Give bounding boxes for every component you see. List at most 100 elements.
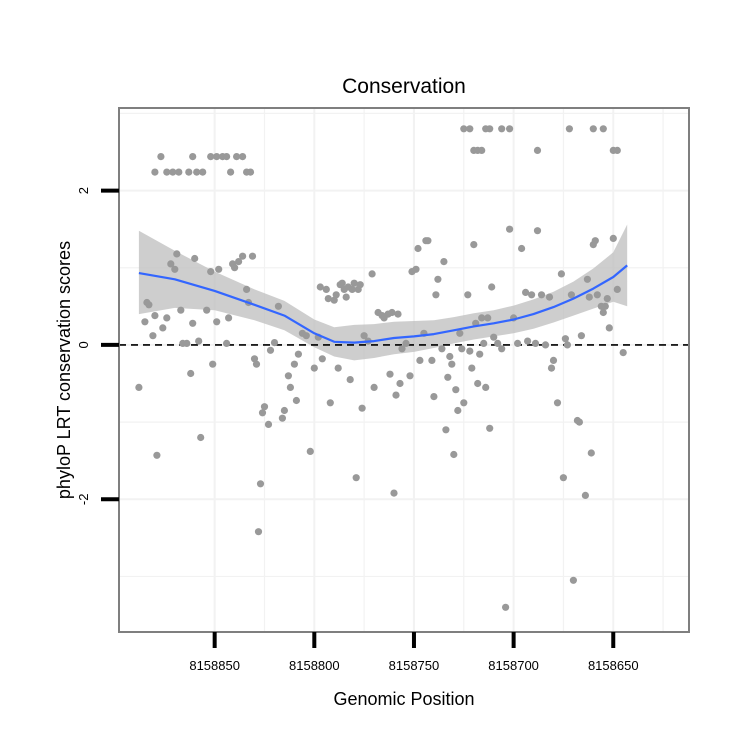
scatter-point: [284, 372, 292, 380]
scatter-point: [442, 426, 450, 434]
scatter-point: [141, 318, 149, 326]
scatter-point: [250, 355, 259, 363]
x-tick-label: 8158650: [588, 658, 639, 673]
scatter-point: [476, 350, 484, 358]
scatter-point: [368, 270, 376, 278]
scatter-point: [518, 244, 526, 253]
scatter-point: [581, 491, 590, 499]
scatter-point: [460, 399, 468, 407]
x-axis-title: Genomic Position: [333, 689, 474, 709]
scatter-point: [563, 341, 572, 349]
scatter-point: [528, 291, 536, 299]
scatter-point: [396, 379, 404, 388]
scatter-point: [486, 125, 494, 133]
scatter-point: [145, 301, 153, 309]
scatter-point: [428, 356, 436, 364]
scatter-point: [577, 332, 586, 340]
scatter-point: [318, 355, 326, 363]
scatter-point: [346, 376, 354, 384]
scatter-point: [231, 264, 239, 272]
scatter-point: [199, 168, 207, 176]
scatter-point: [310, 364, 318, 372]
scatter-point: [583, 275, 592, 283]
scatter-point: [235, 258, 243, 266]
scatter-point: [324, 295, 332, 303]
y-axis-title: phyloP LRT conservation scores: [54, 241, 74, 499]
scatter-point: [187, 369, 195, 378]
scatter-point: [482, 383, 490, 391]
scatter-point: [460, 125, 468, 133]
scatter-point: [191, 254, 199, 263]
scatter-point: [490, 333, 498, 341]
scatter-point: [193, 168, 201, 176]
scatter-point: [390, 489, 398, 497]
scatter-point: [195, 337, 203, 345]
scatter-point: [605, 324, 613, 332]
scatter-point: [609, 234, 617, 242]
scatter-point: [135, 383, 143, 391]
scatter-point: [567, 291, 576, 299]
scatter-point: [286, 383, 294, 391]
scatter-point: [306, 447, 314, 455]
x-axis: 8158850 8158800 8158750 8158700 8158650: [189, 632, 639, 673]
y-tick-label: -2: [76, 494, 91, 506]
scatter-point: [599, 308, 607, 317]
scatter-point: [593, 291, 601, 299]
smooth-line: [138, 264, 628, 344]
scatter-point: [167, 260, 175, 268]
scatter-point: [171, 265, 179, 273]
scatter-point: [233, 153, 241, 161]
scatter-point: [432, 291, 440, 299]
scatter-point: [264, 420, 273, 428]
scatter-point: [452, 386, 460, 394]
scatter-point: [561, 335, 570, 343]
scatter-point: [430, 393, 438, 401]
scatter-point: [157, 153, 165, 161]
chart-title: Conservation: [342, 75, 466, 98]
scatter-point: [619, 349, 627, 357]
scatter-point: [486, 424, 494, 432]
scatter-point: [601, 302, 609, 310]
scatter-point: [213, 153, 221, 161]
scatter-point: [356, 281, 364, 289]
scatter-point: [243, 285, 251, 293]
scatter-point: [545, 293, 554, 301]
scatter-point: [398, 345, 406, 353]
scatter-point: [151, 312, 159, 320]
scatter-point: [173, 250, 181, 258]
scatter-point: [326, 399, 334, 407]
y-axis: -2 0 2: [76, 187, 119, 505]
scatter-point: [278, 414, 286, 422]
scatter-point: [533, 146, 542, 154]
confidence-ribbon-group: [138, 224, 628, 361]
scatter-point: [424, 237, 432, 245]
scatter-point: [446, 352, 454, 361]
scatter-point: [358, 404, 366, 412]
scatter-point: [388, 308, 396, 317]
y-tick-label: 2: [76, 187, 91, 194]
scatter-point: [266, 346, 275, 354]
scatter-point: [466, 125, 474, 133]
scatter-point: [531, 339, 540, 347]
scatter-point: [270, 339, 279, 347]
scatter-point: [480, 339, 488, 347]
scatter-point: [498, 125, 506, 133]
scatter-point: [223, 153, 231, 161]
scatter-point: [458, 345, 466, 353]
scatter-point: [330, 296, 338, 304]
x-tick-label: 8158700: [488, 658, 539, 673]
scatter-point: [478, 146, 486, 154]
scatter-point: [603, 295, 611, 303]
scatter-point: [256, 480, 265, 488]
scatter-point: [392, 391, 400, 399]
scatter-point: [197, 433, 205, 442]
scatter-point: [464, 291, 472, 299]
scatter-point: [189, 153, 197, 161]
scatter-point: [613, 146, 621, 154]
scatter-point: [416, 356, 424, 364]
scatter-point: [239, 252, 247, 260]
scatter-point: [163, 168, 171, 176]
scatter-point: [332, 291, 340, 299]
scatter-point: [506, 125, 514, 133]
scatter-point: [450, 450, 458, 459]
